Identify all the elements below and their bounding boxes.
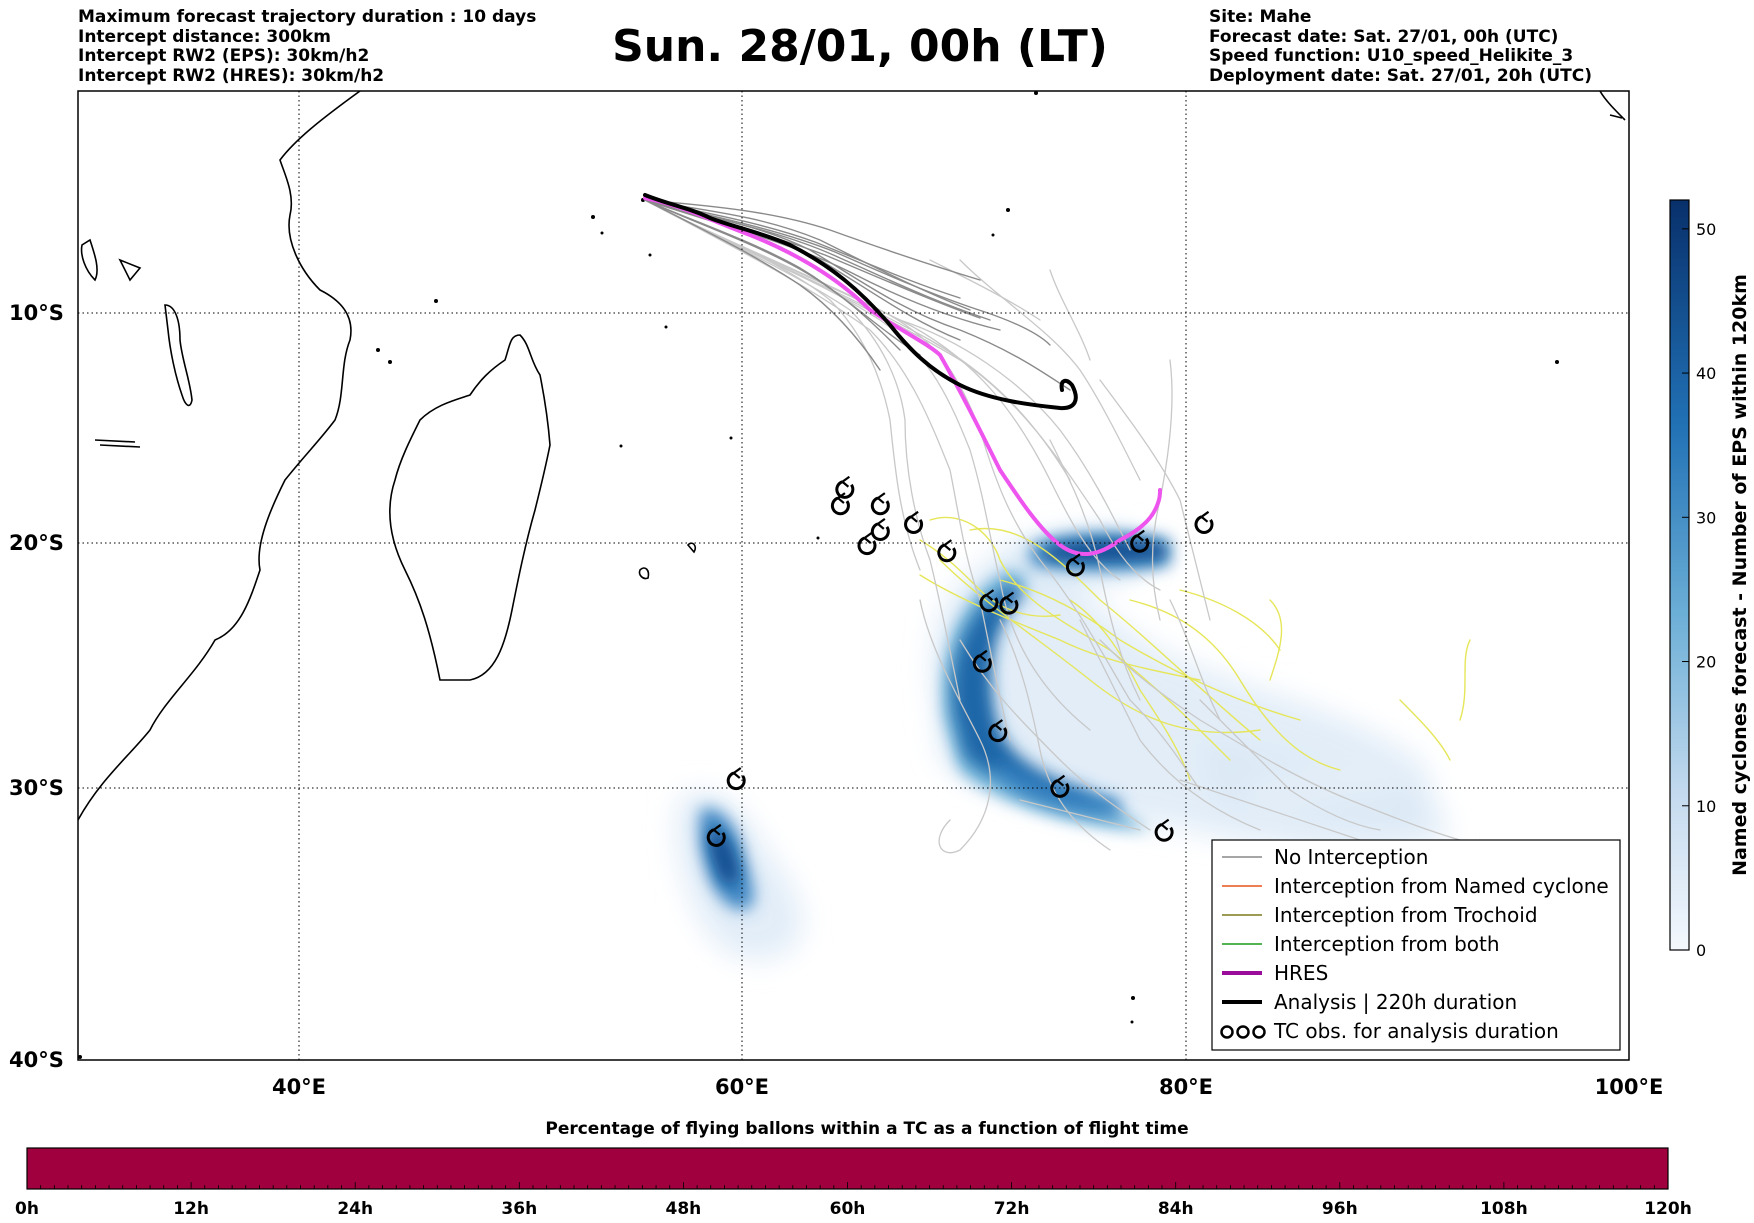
site-info-block: Site: Mahe Forecast date: Sat. 27/01, 00… — [1209, 7, 1593, 86]
africa-coastline — [78, 91, 361, 821]
legend-label: Analysis | 220h duration — [1274, 990, 1517, 1014]
time-bar-tick-label: 60h — [830, 1199, 866, 1219]
time-bar-tick-label: 72h — [994, 1199, 1030, 1219]
time-bar-tick-label: 96h — [1322, 1199, 1358, 1219]
legend-label: Interception from Trochoid — [1274, 903, 1538, 927]
trochoid-trajectories — [919, 516, 1471, 781]
legend-label: No Interception — [1274, 845, 1428, 869]
colorbar-title: Named cyclones forecast - Number of EPS … — [1729, 274, 1751, 876]
header-left-line: Intercept RW2 (EPS): 30km/h2 — [78, 46, 370, 66]
map-frame — [77, 90, 1630, 1061]
header-left-line: Intercept distance: 300km — [78, 26, 331, 47]
lake-coastline — [118, 258, 142, 282]
time-bar-tick-label: 12h — [173, 1199, 209, 1219]
tc-obs-legend-icon — [1220, 1025, 1266, 1039]
colorbar-ticks: 0 10 20 30 40 50 — [1682, 220, 1716, 960]
eps-trajectories-light — [644, 199, 1501, 854]
tc-obs-marker — [972, 649, 992, 673]
header-right-line: Speed function: U10_speed_Helikite_3 — [1209, 46, 1574, 66]
time-bar-tick-label: 48h — [666, 1199, 702, 1219]
tc-obs-marker — [706, 823, 726, 847]
legend-label: HRES — [1274, 961, 1328, 985]
header-left-line: Intercept RW2 (HRES): 30km/h2 — [78, 65, 385, 86]
page-title: Sun. 28/01, 00h (LT) — [612, 21, 1108, 72]
analysis-trajectory — [643, 193, 1078, 411]
tc-obs-marker — [988, 719, 1008, 743]
forecast-settings-block: Maximum forecast trajectory duration : 1… — [78, 7, 537, 86]
tc-obs-marker — [937, 539, 957, 563]
coastlines — [78, 91, 1626, 821]
header-right-line: Site: Mahe — [1209, 7, 1312, 27]
tc-obs-marker — [1130, 529, 1150, 553]
lat-label: 40°S — [9, 1048, 64, 1072]
lat-label: 20°S — [9, 531, 64, 555]
lat-label: 10°S — [9, 301, 64, 325]
legend-label: TC obs. for analysis duration — [1273, 1019, 1559, 1043]
colorbar-tick-label: 20 — [1696, 653, 1716, 672]
tc-obs-marker — [870, 517, 890, 541]
tc-obs-marker — [904, 510, 924, 534]
island-coastline — [1599, 91, 1626, 121]
tc-obs-marker — [999, 591, 1019, 615]
colorbar-tick-label: 50 — [1696, 220, 1716, 239]
lake-coastline — [164, 304, 193, 407]
lake-coastline — [80, 238, 98, 282]
tc-obs-marker — [830, 492, 850, 516]
latitude-labels: 10°S 20°S 30°S 40°S — [9, 301, 64, 1072]
island-coastline — [638, 567, 650, 580]
colorbar-tick-label: 0 — [1696, 941, 1706, 960]
tc-obs-marker — [979, 589, 999, 613]
time-bar-tick-label: 36h — [501, 1199, 537, 1219]
colorbar-tick-label: 10 — [1696, 797, 1716, 816]
time-bar: Percentage of flying ballons within a TC… — [15, 1119, 1692, 1219]
small-islands — [78, 91, 1559, 1059]
lon-label: 40°E — [272, 1075, 326, 1099]
time-bar-tick-label: 108h — [1480, 1199, 1528, 1219]
legend-label: Interception from Named cyclone — [1274, 874, 1609, 898]
graticule — [78, 91, 1629, 1060]
colorbar-tick-label: 40 — [1696, 364, 1716, 383]
lon-label: 60°E — [715, 1075, 769, 1099]
time-bar-tick-label: 24h — [337, 1199, 373, 1219]
lon-label: 80°E — [1159, 1075, 1213, 1099]
tc-obs-marker — [870, 492, 890, 516]
legend-label: Interception from both — [1274, 932, 1500, 956]
time-bar-tick-label: 120h — [1644, 1199, 1692, 1219]
tc-obs-marker — [1154, 818, 1174, 842]
tc-obs-marker — [857, 532, 877, 556]
time-bar-tick-label: 84h — [1158, 1199, 1194, 1219]
lake-coastline — [94, 439, 141, 448]
header-right-line: Forecast date: Sat. 27/01, 00h (UTC) — [1209, 26, 1559, 47]
colorbar-scale — [1669, 199, 1690, 951]
trajectories — [643, 193, 1501, 854]
hres-trajectory — [643, 196, 1162, 557]
time-bar-ticks: 0h 12h 24h 36h 48h 60h 72h 84h 96h 108h 120h — [15, 1182, 1692, 1219]
lat-label: 30°S — [9, 776, 64, 800]
tc-obs-marker — [1065, 553, 1085, 577]
tc-observations — [706, 475, 1214, 847]
colorbar-tick-label: 30 — [1696, 508, 1716, 527]
tc-obs-marker — [726, 767, 746, 791]
header-left-line: Maximum forecast trajectory duration : 1… — [78, 7, 537, 27]
legend: No Interception Interception from Named … — [1211, 839, 1621, 1051]
time-bar-title: Percentage of flying ballons within a TC… — [545, 1119, 1188, 1139]
header-right-line: Deployment date: Sat. 27/01, 20h (UTC) — [1209, 65, 1593, 86]
madagascar-coastline — [389, 334, 551, 681]
density-colorbar: 0 10 20 30 40 50 Named cyclones forecast - Nu… — [1669, 199, 1751, 960]
longitude-labels: 40°E 60°E 80°E 100°E — [272, 1075, 1663, 1099]
time-bar-tick-label: 0h — [15, 1199, 39, 1219]
tc-obs-marker — [1050, 774, 1070, 798]
legend-box — [1211, 839, 1621, 1051]
tc-obs-marker — [1194, 510, 1214, 534]
lon-label: 100°E — [1595, 1075, 1664, 1099]
island-coastline — [686, 542, 697, 554]
tc-obs-marker — [835, 475, 855, 499]
